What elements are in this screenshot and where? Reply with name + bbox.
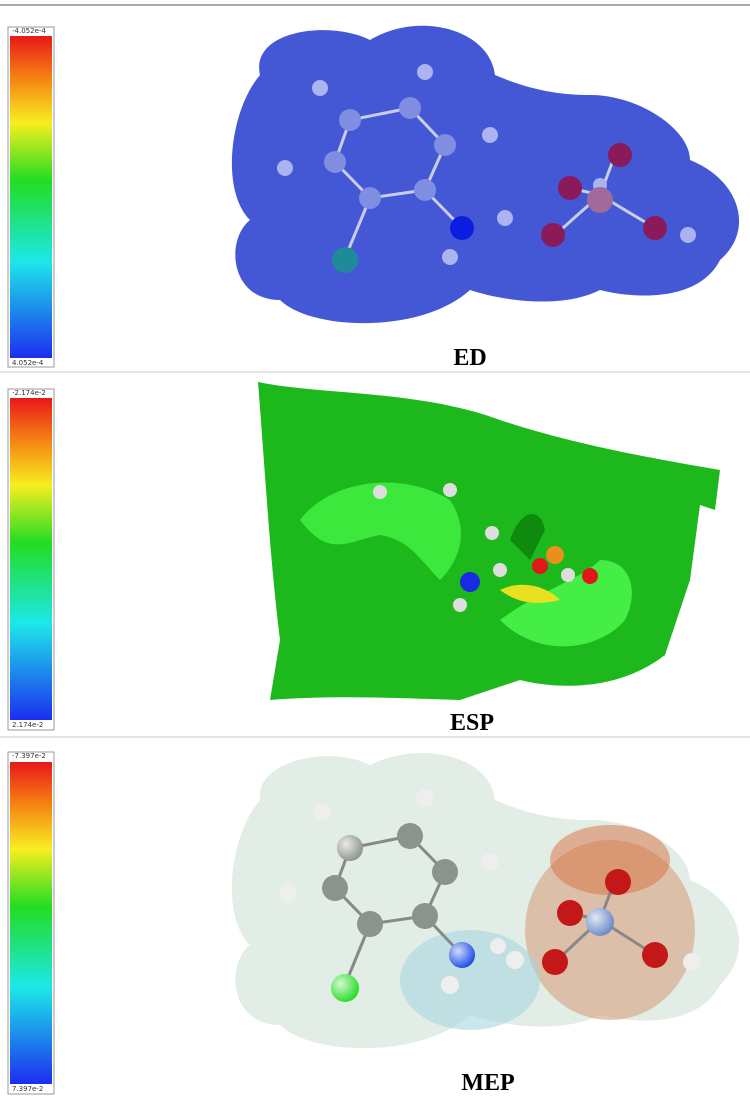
- scale-bottom-label: 7.397e-2: [12, 1085, 43, 1093]
- scale-top-label: -7.397e-2: [12, 752, 46, 760]
- scale-bottom-label: 2.174e-2: [12, 721, 43, 729]
- esp-surface: [258, 382, 720, 700]
- caption: ESP: [450, 710, 494, 736]
- color-scale: -7.397e-2 7.397e-2: [8, 752, 54, 1094]
- figure: -4.052e-4 4.052e-4 ED -2.174e-2 2.174e-2: [0, 0, 750, 1098]
- scale-bottom-label: 4.052e-4: [12, 359, 44, 367]
- color-scale: -2.174e-2 2.174e-2: [8, 389, 54, 730]
- caption: MEP: [461, 1070, 514, 1096]
- color-scale: -4.052e-4 4.052e-4: [8, 27, 54, 367]
- mep-surface: [232, 753, 739, 1048]
- scale-top-label: -2.174e-2: [12, 389, 46, 397]
- ed-surface: [232, 26, 739, 323]
- caption: ED: [453, 345, 486, 371]
- scale-top-label: -4.052e-4: [12, 27, 46, 35]
